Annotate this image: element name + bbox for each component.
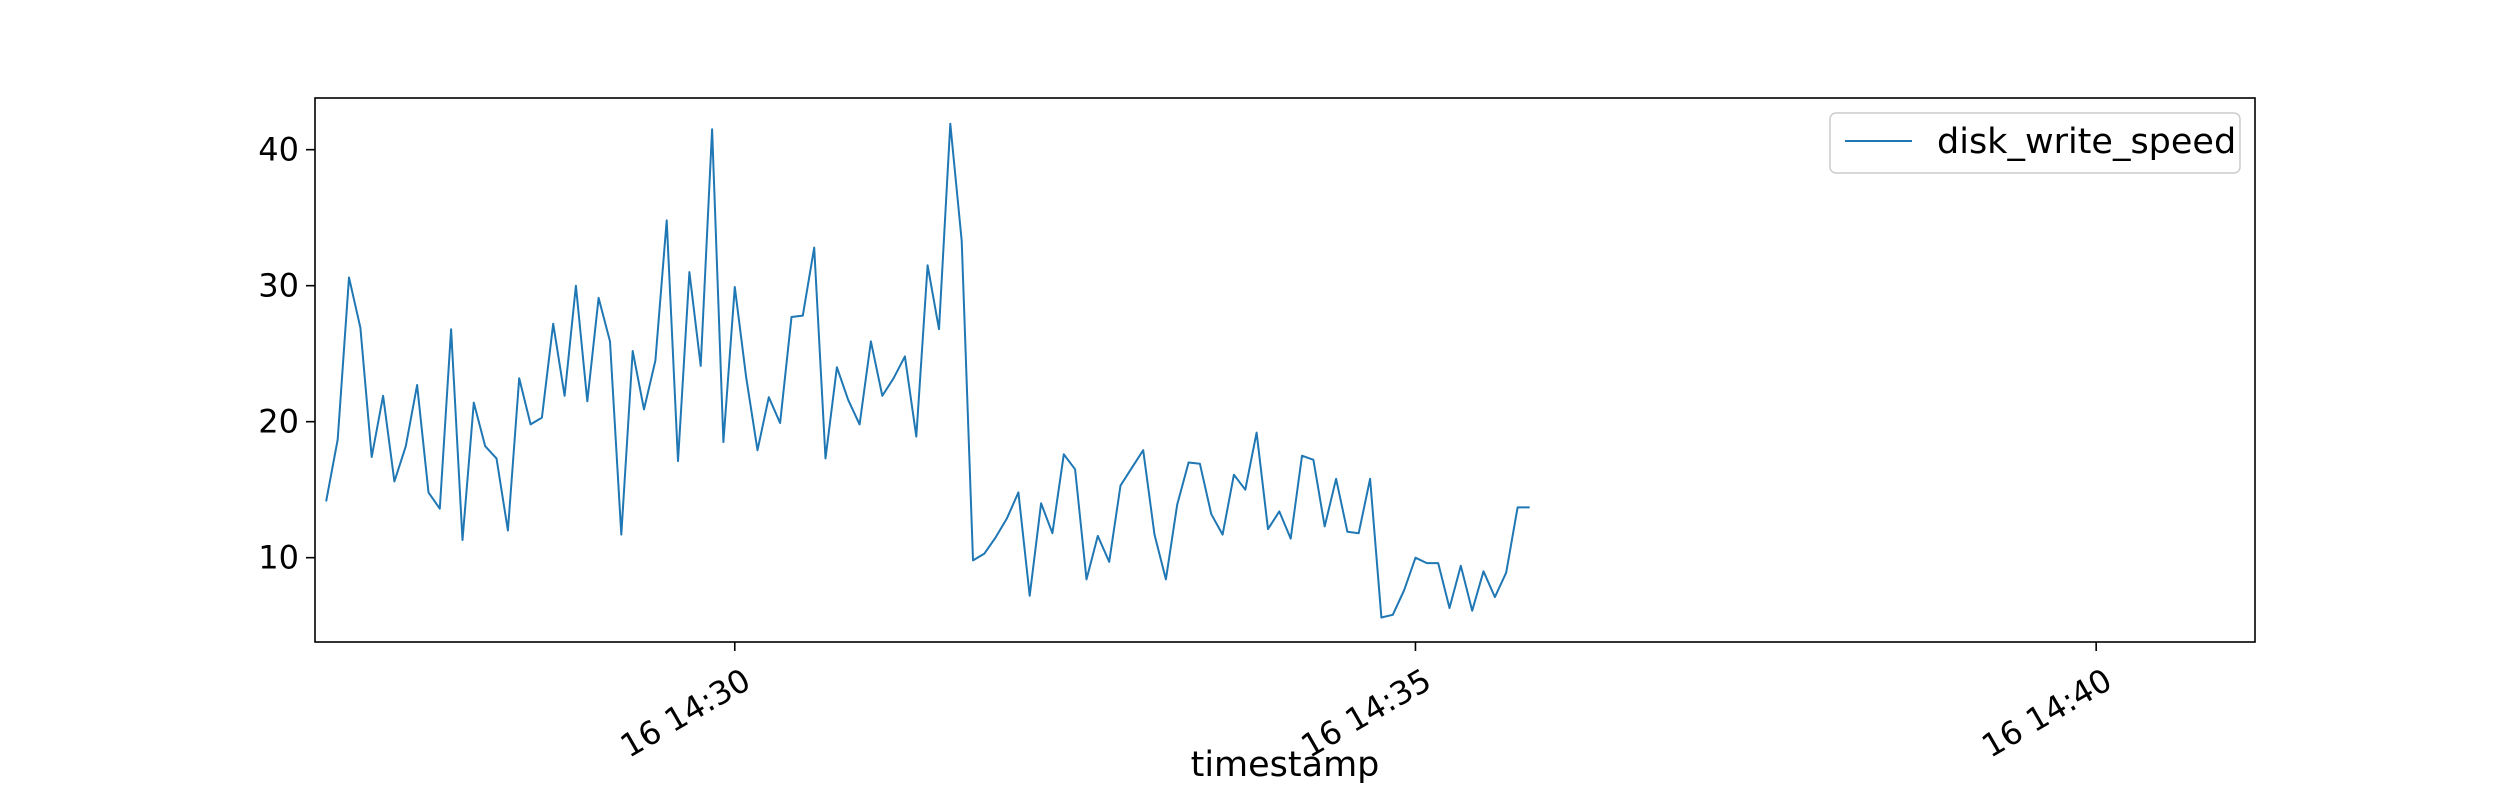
- y-tick-label: 30: [258, 267, 299, 305]
- plot-area: [314, 97, 2256, 643]
- series-line-disk-write-speed: [325, 122, 1530, 619]
- legend-label-disk-write-speed: disk_write_speed: [1937, 122, 2236, 162]
- x-tick-label: 16 14:40: [1975, 661, 2118, 765]
- y-tick-label: 40: [258, 131, 299, 169]
- y-tick-label: 20: [258, 403, 299, 441]
- x-axis-label: timestamp: [1191, 745, 1380, 785]
- legend-box: [1829, 112, 2241, 174]
- x-tick-label: 16 14:30: [614, 661, 757, 765]
- plot-frame: [314, 97, 2256, 643]
- y-tick-label: 10: [258, 539, 299, 577]
- legend: disk_write_speed: [1829, 112, 2241, 174]
- y-axis: 10 20 30 40: [258, 131, 315, 577]
